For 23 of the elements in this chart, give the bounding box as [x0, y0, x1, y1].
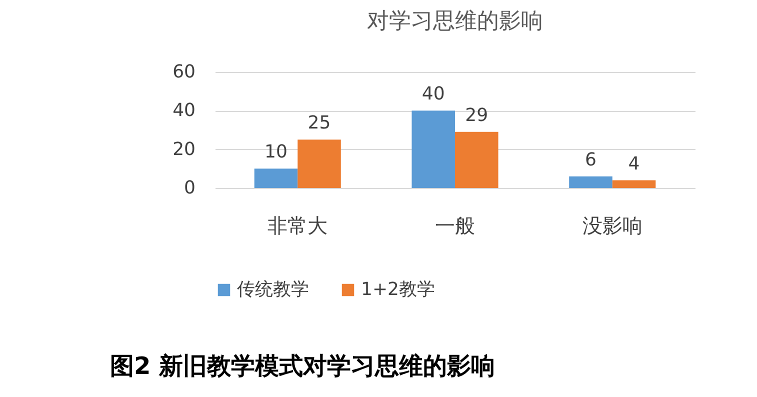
y-tick-label: 60	[172, 62, 196, 82]
data-label: 25	[308, 112, 331, 134]
bar	[455, 132, 498, 188]
chart-title: 对学习思维的影响	[367, 9, 543, 34]
data-label: 4	[628, 153, 640, 174]
legend-label: 传统教学	[237, 279, 309, 300]
x-tick-label: 一般	[435, 214, 475, 238]
caption: 图2 新旧教学模式对学习思维的影响	[110, 352, 496, 380]
y-tick-label: 0	[184, 178, 196, 198]
y-tick-label: 40	[172, 100, 196, 122]
data-label: 6	[585, 149, 596, 170]
x-tick-label: 没影响	[582, 214, 642, 238]
y-tick-label: 20	[172, 138, 196, 160]
bar	[412, 110, 455, 188]
data-label: 29	[465, 104, 488, 126]
data-label: 40	[422, 84, 445, 105]
bar	[612, 180, 656, 188]
legend-label: 1+2教学	[361, 279, 435, 300]
bar	[569, 176, 612, 188]
bar	[298, 140, 341, 188]
x-tick-label: 非常大	[268, 214, 328, 238]
bar	[254, 168, 298, 188]
data-label: 10	[264, 142, 288, 163]
